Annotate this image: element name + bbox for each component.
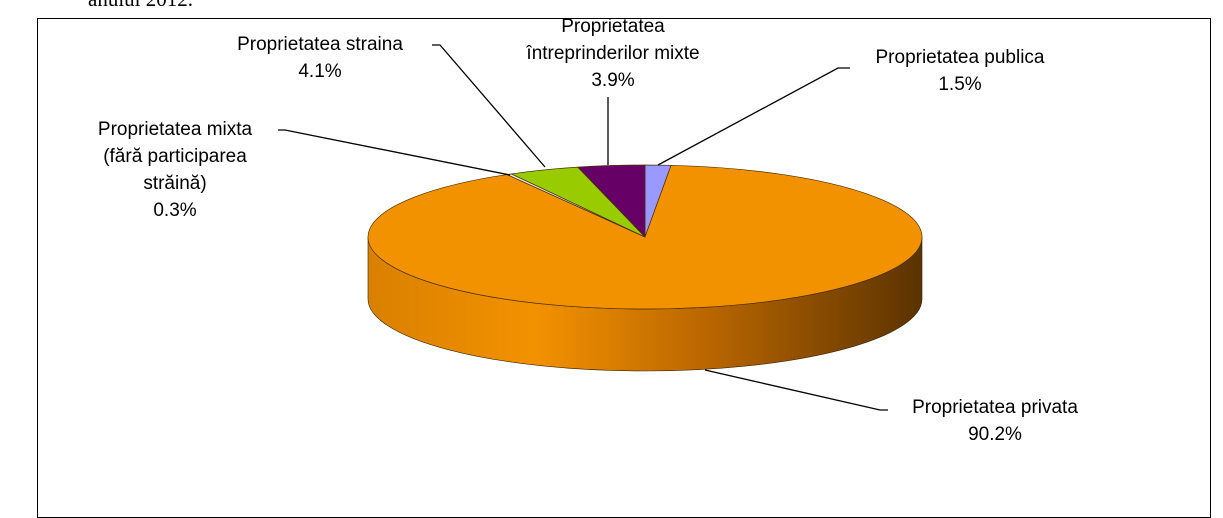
pie-slice <box>577 164 646 238</box>
leader-line <box>432 44 546 168</box>
slice-value-label: 4.1% <box>298 61 342 82</box>
slice-label: Proprietatea straina <box>237 34 403 55</box>
slice-label: Proprietatea mixta (fără participarea st… <box>97 119 253 194</box>
slice-value-label: 0.3% <box>153 200 197 221</box>
slice-value-label: 90.2% <box>968 424 1022 445</box>
slice-value-label: 3.9% <box>591 70 635 91</box>
caption: anului 2012. <box>88 0 193 12</box>
slice-label: Proprietatea publica <box>875 47 1045 68</box>
slice-label: Proprietatea întreprinderilor mixte <box>526 16 700 64</box>
leader-line <box>704 369 888 411</box>
leader-line <box>657 67 850 166</box>
leader-line <box>278 129 511 176</box>
slice-label: Proprietatea privata <box>912 397 1078 418</box>
slice-value-label: 1.5% <box>938 74 982 95</box>
